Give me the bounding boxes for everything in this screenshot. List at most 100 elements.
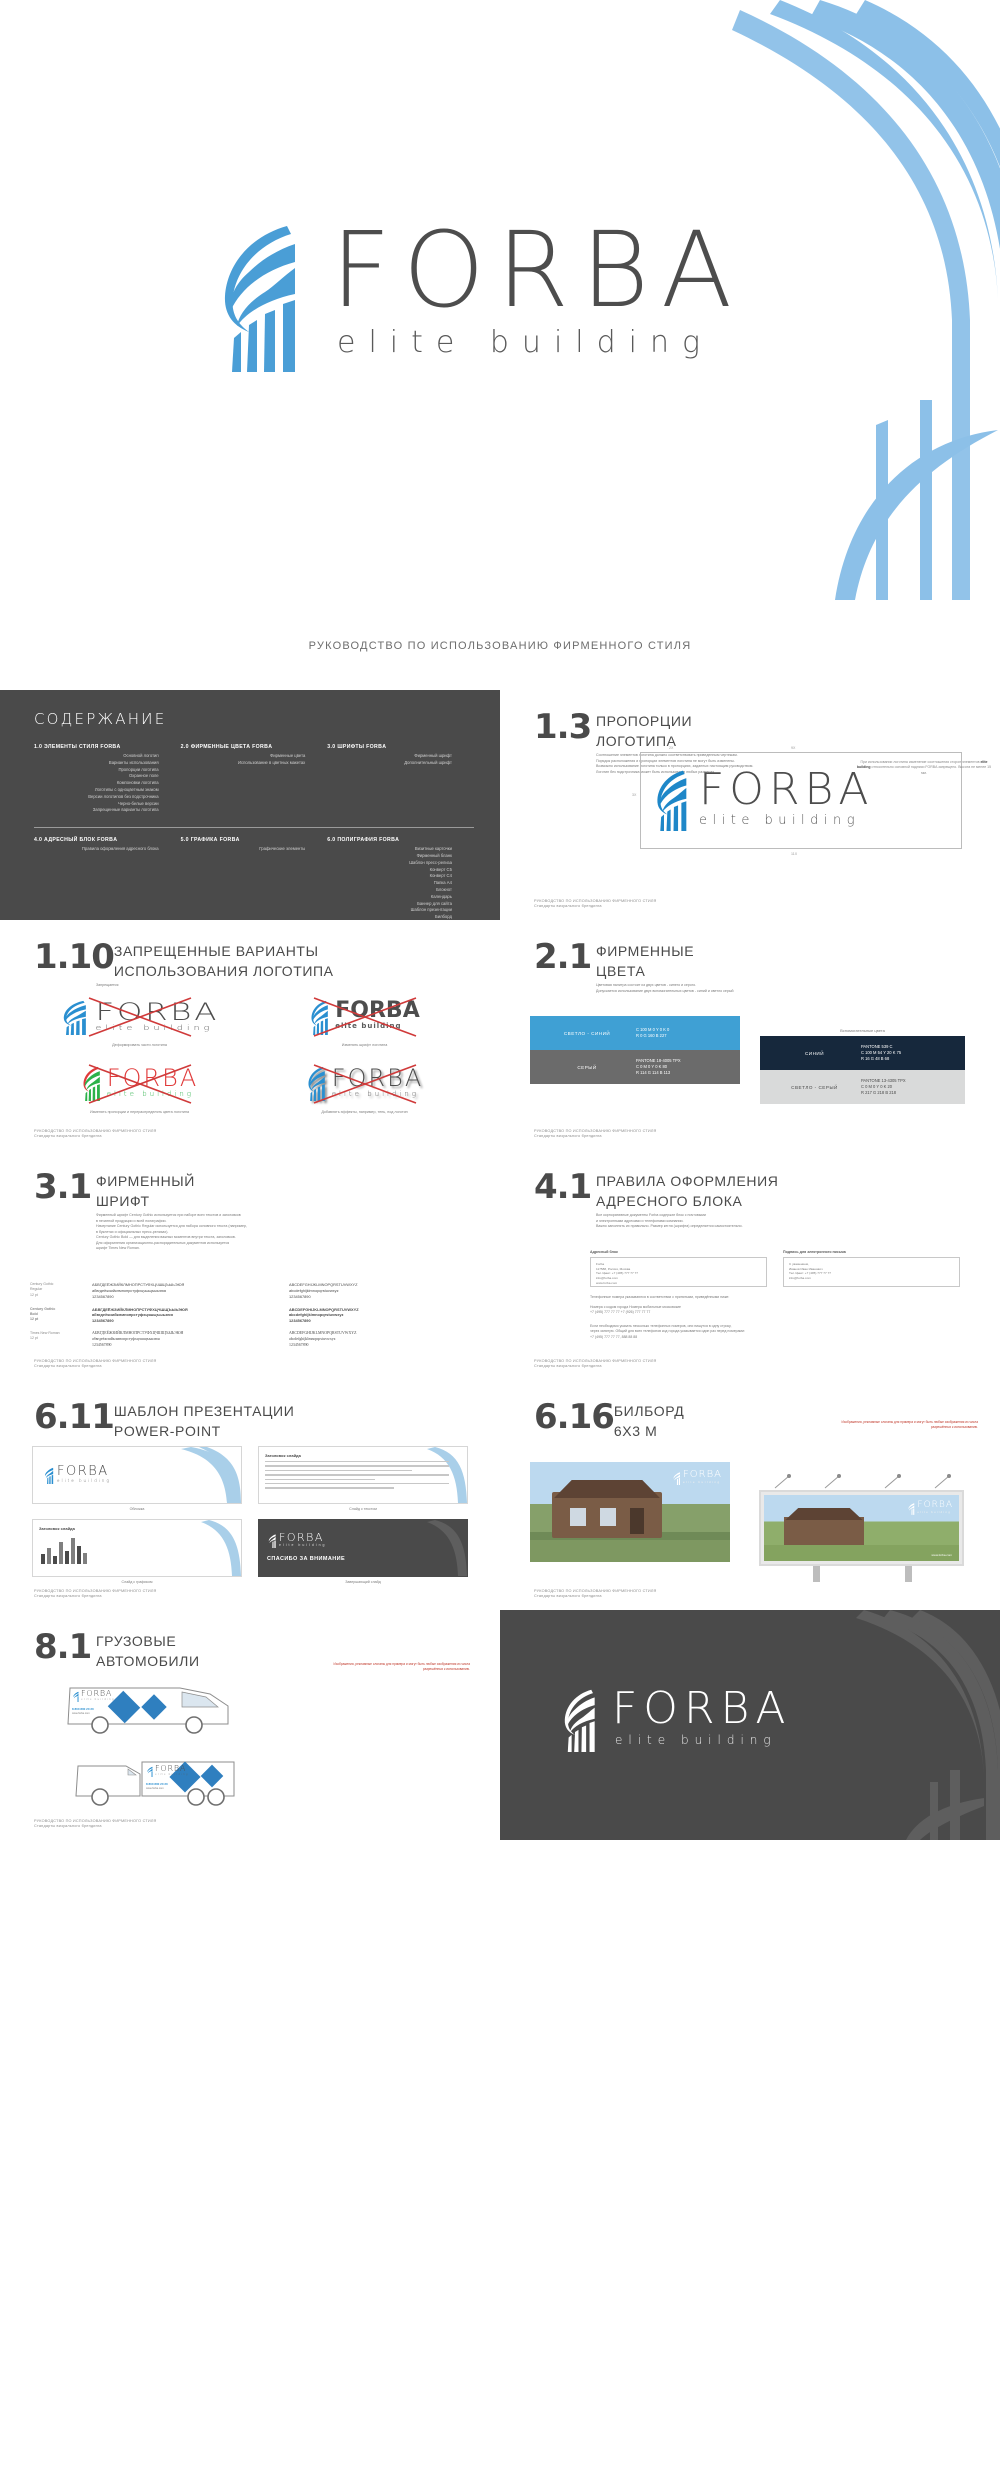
slide-caption: Обложка <box>129 1507 145 1511</box>
section-header: 6.16 БИЛБОРД 6х3 м <box>534 1400 974 1439</box>
slide-cell: FORBA elite building СПАСИБО ЗА ВНИМАНИЕ… <box>250 1515 476 1588</box>
cross-out-icon <box>88 997 191 1037</box>
forba-column-mark-icon <box>908 1501 915 1515</box>
toc-section-1[interactable]: 1.0 ЭЛЕМЕНТЫ СТИЛЯ FORBA Основной логоти… <box>34 744 181 814</box>
billboard-artwork-flat: FORBA elite building <box>530 1462 730 1562</box>
forba-column-mark-icon <box>215 222 325 372</box>
cover-logo: FORBA elite building <box>215 218 744 372</box>
billboard-wordmark: FORBA <box>917 1500 953 1510</box>
section-description: Цветовая палитра состоит из двух цветов … <box>596 983 734 993</box>
toc-section-5[interactable]: 5.0 ГРАФИКА FORBA Графические элементы <box>181 837 328 920</box>
forbidden-caption: Изменять шрифт логотипа <box>341 1043 388 1047</box>
tick-3x: 3X <box>632 793 637 797</box>
proportions-note: При использовании логотипа изменение соо… <box>856 760 992 775</box>
closing-tagline: elite building <box>615 1732 777 1747</box>
section-title-line1: ФИРМЕННЫЙ <box>96 1173 195 1189</box>
section-header: 3.1 ФИРМЕННЫЙ ШРИФТ <box>34 1170 474 1209</box>
section-title-line1: БИЛБОРД <box>613 1403 685 1419</box>
toc-subitems: Правила оформления адресного блока <box>81 846 159 852</box>
forba-column-mark-icon <box>63 999 86 1035</box>
page-footer: РУКОВОДСТВО ПО ИСПОЛЬЗОВАНИЮ ФИРМЕННОГО … <box>534 898 657 909</box>
swatch-values: PANTONE 13-4305 TPX C 0 M 0 Y 0 K 20 R 2… <box>861 1077 906 1096</box>
slide-wordmark: FORBA <box>279 1531 324 1544</box>
logo-wordmark: FORBA <box>107 1066 199 1090</box>
truck-van-illustration: FORBA elite building 8 800 800 20 20 www… <box>60 1680 270 1738</box>
forbidden-example: FORBA elite building Изменять пропорции … <box>30 1057 255 1124</box>
toc-divider <box>34 827 474 829</box>
page-footer: РУКОВОДСТВО ПО ИСПОЛЬЗОВАНИЮ ФИРМЕННОГО … <box>534 1588 657 1599</box>
toc-subitems: Графические элементы <box>259 846 306 852</box>
van-wordmark: FORBA <box>81 1689 113 1698</box>
toc-section-2[interactable]: 2.0 ФИРМЕННЫЕ ЦВЕТА FORBA Фирменные цвет… <box>181 744 328 814</box>
forba-column-mark-icon <box>311 999 329 1035</box>
signature-card-body: С уважением, Иванов Иван Иванович Тел./ф… <box>783 1257 960 1287</box>
forba-column-mark-icon <box>657 769 687 831</box>
section-title-line2: АВТОМОБИЛИ <box>96 1652 200 1669</box>
logo-tagline: elite building <box>699 812 861 828</box>
slide-caption: Слайд с текстом <box>349 1507 377 1511</box>
primary-color-swatches: СВЕТЛО - СИНИЙ C 100 M 0 Y 0 K 0 R 0 G 1… <box>530 1016 740 1084</box>
section-header: 2.1 ФИРМЕННЫЕ ЦВЕТА <box>534 940 974 979</box>
section-header: 4.1 ПРАВИЛА ОФОРМЛЕНИЯ АДРЕСНОГО БЛОКА <box>534 1170 974 1209</box>
logo-tagline: elite building <box>331 1090 420 1099</box>
section-title-line2: ШРИФТ <box>96 1192 150 1209</box>
billboard-usage-note: Изображения, рекламные слоганы для приме… <box>841 1420 978 1429</box>
toc-heading: 5.0 ГРАФИКА FORBA <box>180 837 240 844</box>
section-title-line2: АДРЕСНОГО БЛОКА <box>596 1192 743 1209</box>
section-title-line2: ЛОГОТИПА <box>596 732 677 749</box>
forba-column-mark-icon <box>268 1532 276 1548</box>
forba-column-mark-icon <box>147 1765 153 1777</box>
page-logo-proportions: 1.3 ПРОПОРЦИИ ЛОГОТИПА Соотношение элеме… <box>500 690 1000 920</box>
slide-cover: FORBA elite building <box>32 1446 242 1504</box>
page-trucks: 8.1 ГРУЗОВЫЕ АВТОМОБИЛИ Изображения, рек… <box>0 1610 500 1840</box>
section-title-line1: ФИРМЕННЫЕ <box>596 943 695 959</box>
billboard-tagline: elite building <box>917 1510 952 1514</box>
phone-format-note: Телефонные номера указываются в соответс… <box>590 1295 730 1315</box>
toc-section-6[interactable]: 6.0 ПОЛИГРАФИЯ FORBA Визитные карточки Фи… <box>327 837 474 920</box>
swatch-name: СИНИЙ <box>804 1050 825 1056</box>
multiple-phone-note: Если необходимо указать несколько телефо… <box>590 1323 745 1339</box>
toc-row: 1.0 ЭЛЕМЕНТЫ СТИЛЯ FORBA Основной логоти… <box>34 744 474 820</box>
cross-out-icon <box>313 1063 416 1104</box>
toc-heading: 6.0 ПОЛИГРАФИЯ FORBA <box>327 837 400 844</box>
section-title-line1: ПРАВИЛА ОФОРМЛЕНИЯ <box>596 1173 779 1189</box>
billboard-examples: FORBA elite building <box>530 1444 974 1582</box>
toc-heading: 4.0 АДРЕСНЫЙ БЛОК FORBA <box>34 837 118 844</box>
toc-subitems: Основной логотип Варианты использования П… <box>88 753 159 813</box>
forbidden-caption: Изменять пропорции и перераспределять цв… <box>89 1109 190 1114</box>
section-number: 1.10 <box>34 937 115 977</box>
billboard-wordmark: FORBA <box>683 1469 722 1480</box>
logo-tagline: elite building <box>95 1023 214 1032</box>
signature-card-caption: Подпись для электронного письма <box>783 1250 846 1254</box>
specimen-sample: АБВГДЕЁЖЗИЙКЛМНОПРСТУФХЦЧШЩЪЫЬЭЮЯ абвгде… <box>92 1306 359 1324</box>
toc-section-3[interactable]: 3.0 ШРИФТЫ FORBA Фирменный шрифт Дополнит… <box>327 744 474 814</box>
toc-row: 4.0 АДРЕСНЫЙ БЛОК FORBA Правила оформлен… <box>34 837 474 920</box>
toc-heading: 1.0 ЭЛЕМЕНТЫ СТИЛЯ FORBA <box>34 744 121 750</box>
forbidden-example: FORBA elite building Деформировать части… <box>30 990 255 1057</box>
toc-section-4[interactable]: 4.0 АДРЕСНЫЙ БЛОК FORBA Правила оформлен… <box>34 837 181 920</box>
billboard-mockup: FORBA elite building www.forba.com <box>755 1474 970 1582</box>
swatch-name: СВЕТЛО - СИНИЙ <box>563 1030 611 1036</box>
auxiliary-label: Вспомогательные цвета <box>840 1028 885 1033</box>
logo-lockup: FORBA elite building <box>653 768 873 831</box>
section-title-line1: ПРОПОРЦИИ <box>596 713 693 729</box>
billboard-site: www.forba.com <box>931 1553 952 1557</box>
page-brand-colors: 2.1 ФИРМЕННЫЕ ЦВЕТА Цветовая палитра сос… <box>500 920 1000 1150</box>
page-address-block: 4.1 ПРАВИЛА ОФОРМЛЕНИЯ АДРЕСНОГО БЛОКА В… <box>500 1150 1000 1380</box>
section-description: Все корпоративные документы Forba содерж… <box>596 1213 743 1229</box>
slide-wordmark: FORBA <box>57 1464 109 1479</box>
slide-heading: Заголовок слайда <box>39 1526 75 1531</box>
toc-title: СОДЕРЖАНИЕ <box>34 710 167 728</box>
page-footer: РУКОВОДСТВО ПО ИСПОЛЬЗОВАНИЮ ФИРМЕННОГО … <box>534 1358 657 1369</box>
page-footer: РУКОВОДСТВО ПО ИСПОЛЬЗОВАНИЮ ФИРМЕННОГО … <box>34 1128 157 1139</box>
address-card-caption: Адресный блок <box>590 1250 618 1254</box>
billboard-supports <box>774 1474 951 1582</box>
cross-out-icon <box>313 997 416 1037</box>
section-header: 1.3 ПРОПОРЦИИ ЛОГОТИПА <box>534 710 974 749</box>
forba-column-mark-icon <box>45 1465 54 1484</box>
type-specimens: Century Gothic Regular 12 pt АБВГДЕЁЖЗИЙ… <box>30 1282 476 1356</box>
cover-caption: РУКОВОДСТВО ПО ИСПОЛЬЗОВАНИЮ ФИРМЕННОГО … <box>308 640 692 652</box>
page-footer: РУКОВОДСТВО ПО ИСПОЛЬЗОВАНИЮ ФИРМЕННОГО … <box>34 1588 157 1599</box>
swatch-blue: СИНИЙ PANTONE 539 C C 100 M 54 Y 20 K 75… <box>760 1036 965 1070</box>
logo-tagline: elite building <box>106 1090 195 1099</box>
